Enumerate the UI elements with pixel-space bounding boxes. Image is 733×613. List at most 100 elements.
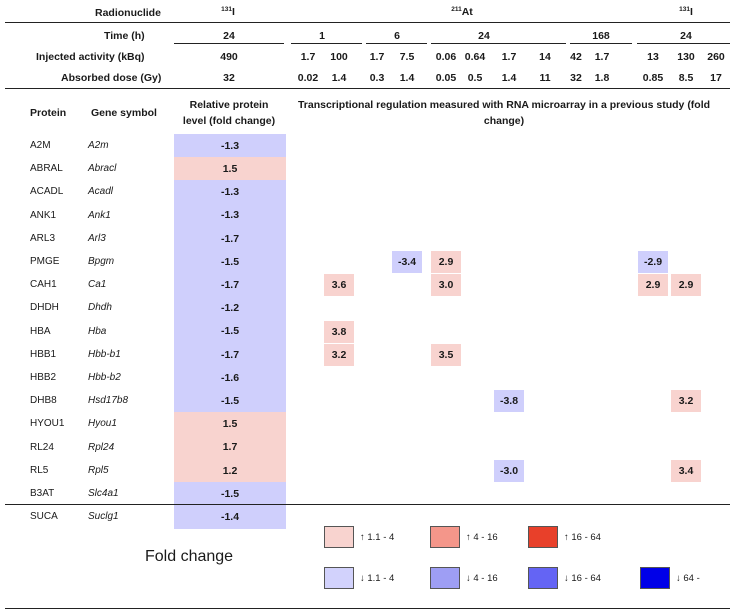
protein-name: ARL3 (30, 232, 56, 244)
time-value: 1 (319, 30, 325, 42)
legend-swatch (324, 526, 354, 548)
transcript-fold-cell: 3.4 (671, 459, 701, 482)
gene-symbol: Ank1 (88, 209, 111, 221)
gene-symbol: Ca1 (88, 279, 107, 291)
protein-name: ANK1 (30, 209, 57, 221)
activity-value: 1.7 (369, 51, 385, 63)
time-value: 24 (680, 30, 692, 42)
relative-fold-cell: -1.3 (174, 134, 286, 158)
relative-fold-cell: 1.5 (174, 157, 286, 181)
activity-value: 1.7 (594, 51, 610, 63)
relative-col-header-2: level (fold change) (182, 115, 276, 127)
dose-value: 0.5 (467, 72, 483, 84)
dose-value: 1.4 (331, 72, 347, 84)
activity-value: 130 (677, 51, 695, 63)
protein-name: SUCA (30, 511, 58, 523)
relative-fold-cell: -1.5 (174, 389, 286, 413)
protein-name: HBA (30, 325, 51, 337)
dose-value: 1.8 (594, 72, 610, 84)
protein-name: HYOU1 (30, 418, 65, 430)
activity-value: 13 (647, 51, 659, 63)
gene-symbol: Bpgm (88, 256, 115, 267)
legend-title: Fold change (145, 548, 234, 565)
transcript-fold-cell: -3.0 (494, 459, 524, 482)
dose-value: 8.5 (678, 72, 694, 84)
legend-label: ↓ 1.1 - 4 (360, 573, 395, 584)
legend-label: ↑ 1.1 - 4 (360, 532, 395, 543)
legend-swatch (430, 567, 460, 589)
legend-label: ↓ 16 - 64 (564, 573, 601, 584)
gene-symbol: Acadl (88, 186, 114, 198)
relative-fold-cell: -1.5 (174, 250, 286, 274)
gene-symbol: Suclg1 (88, 511, 119, 523)
dose-value: 32 (570, 72, 582, 84)
dose-label: Absorbed dose (Gy) (61, 72, 162, 84)
activity-value: 0.64 (464, 51, 486, 63)
protein-name: DHDH (30, 302, 59, 314)
gene-symbol: Hsd17b8 (88, 395, 129, 407)
time-value: 24 (223, 30, 235, 42)
relative-fold-cell: -1.7 (174, 342, 286, 367)
radionuclide-i131: 131I (221, 6, 235, 18)
relative-fold-cell: -1.5 (174, 319, 286, 344)
activity-value: 1.7 (501, 51, 517, 63)
relative-fold-cell: -1.4 (174, 505, 286, 529)
dose-value: 1.4 (399, 72, 415, 84)
gene-col-header: Gene symbol (91, 107, 157, 119)
dose-value: 1.4 (501, 72, 517, 84)
gene-symbol: A2m (88, 140, 109, 151)
transcript-fold-cell: 3.6 (324, 274, 354, 297)
transcript-fold-cell: -2.9 (638, 251, 668, 273)
time-value: 6 (394, 30, 400, 42)
relative-fold-cell: -1.5 (174, 482, 286, 506)
transcript-fold-cell: 3.2 (671, 390, 701, 413)
activity-value: 490 (220, 51, 238, 63)
activity-value: 42 (570, 51, 582, 63)
protein-name: A2M (30, 140, 51, 151)
relative-fold-cell: -1.2 (174, 296, 286, 321)
legend-swatch (430, 526, 460, 548)
time-label: Time (h) (104, 30, 145, 42)
transcript-col-header-2: change) (483, 115, 525, 127)
radionuclide-i131-2: 131I (679, 6, 693, 18)
relative-fold-cell: -1.6 (174, 366, 286, 390)
legend-swatch (528, 567, 558, 589)
protein-name: ABRAL (30, 163, 63, 175)
gene-symbol: Abracl (88, 163, 117, 175)
transcript-fold-cell: 3.5 (431, 343, 461, 366)
protein-name: DHB8 (30, 395, 57, 407)
activity-label: Injected activity (kBq) (36, 51, 145, 63)
transcript-fold-cell: 3.8 (324, 320, 354, 343)
dose-value: 0.85 (642, 72, 664, 84)
protein-name: HBB1 (30, 348, 57, 360)
gene-symbol: Dhdh (88, 302, 112, 314)
relative-fold-cell: 1.7 (174, 435, 286, 460)
legend-swatch (640, 567, 670, 589)
dose-value: 0.02 (297, 72, 319, 84)
transcript-fold-cell: -3.4 (392, 251, 422, 273)
relative-fold-cell: -1.3 (174, 203, 286, 228)
time-value: 24 (478, 30, 490, 42)
protein-name: PMGE (30, 256, 60, 267)
activity-value: 0.06 (435, 51, 457, 63)
transcript-fold-cell: 2.9 (638, 274, 668, 297)
activity-value: 1.7 (300, 51, 316, 63)
legend-label: ↑ 16 - 64 (564, 532, 601, 543)
gene-symbol: Rpl24 (88, 441, 115, 453)
protein-name: CAH1 (30, 279, 57, 291)
relative-col-header-1: Relative protein (189, 99, 269, 111)
legend-swatch (324, 567, 354, 589)
transcript-fold-cell: 2.9 (431, 251, 461, 273)
relative-fold-cell: -1.3 (174, 180, 286, 205)
dose-value: 0.05 (435, 72, 457, 84)
transcript-fold-cell: 3.2 (324, 343, 354, 366)
transcript-col-header-1: Transcriptional regulation measured with… (297, 99, 711, 111)
activity-value: 260 (707, 51, 725, 63)
dose-value: 0.3 (369, 72, 385, 84)
protein-col-header: Protein (30, 107, 67, 119)
gene-symbol: Slc4a1 (88, 488, 119, 499)
activity-value: 100 (330, 51, 348, 63)
protein-name: RL24 (30, 441, 54, 453)
gene-symbol: Rpl5 (88, 464, 109, 476)
relative-fold-cell: -1.7 (174, 273, 286, 297)
